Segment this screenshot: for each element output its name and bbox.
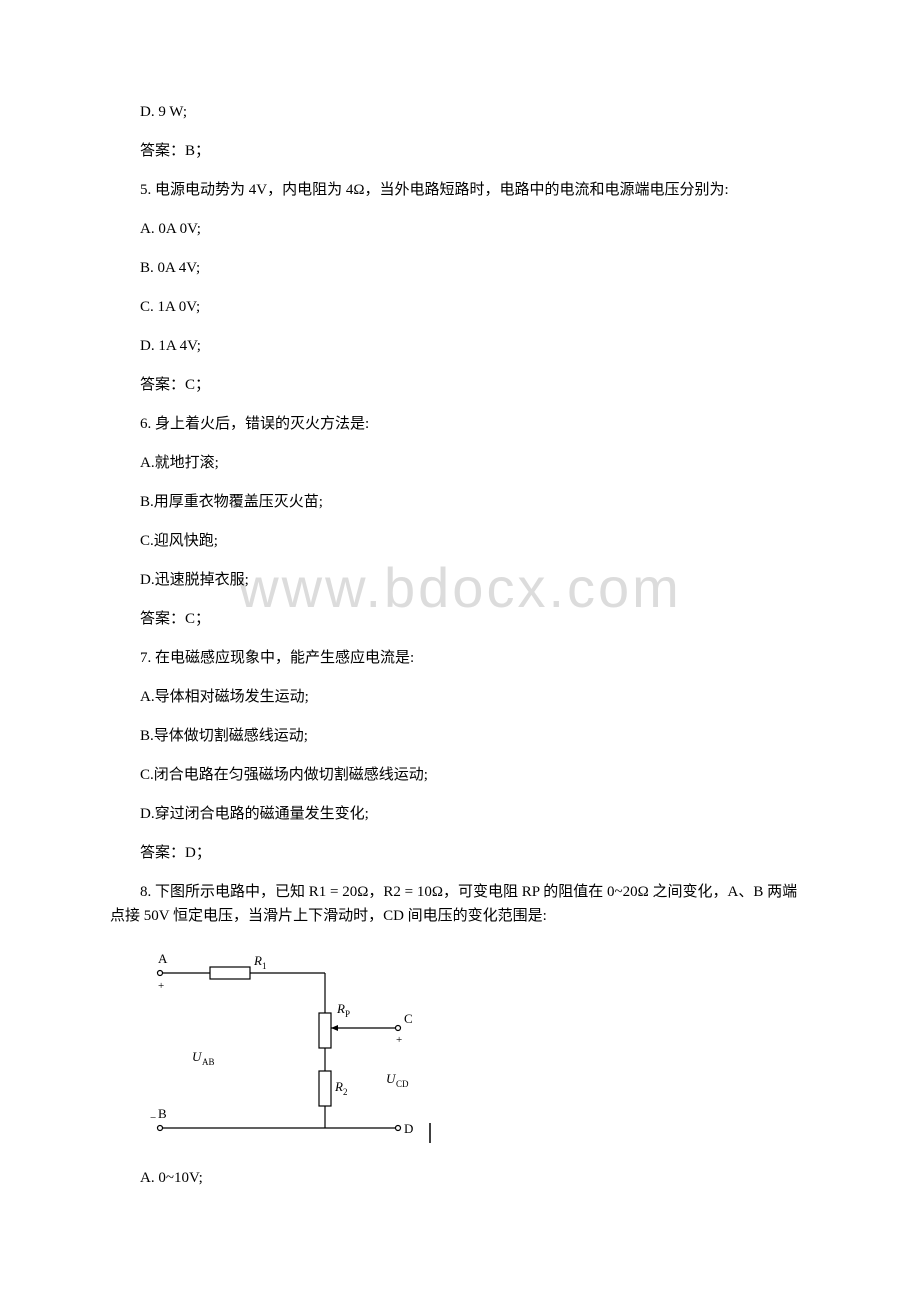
q7-stem: 7. 在电磁感应现象中，能产生感应电流是: <box>110 646 810 670</box>
document-content: D. 9 W; 答案：B； 5. 电源电动势为 4V，内电阻为 4Ω，当外电路短… <box>110 100 810 1190</box>
q7-option-a: A.导体相对磁场发生运动; <box>110 685 810 709</box>
q7-option-c: C.闭合电路在匀强磁场内做切割磁感线运动; <box>110 763 810 787</box>
q5-answer: 答案：C； <box>110 373 810 397</box>
q7-answer: 答案：D； <box>110 841 810 865</box>
svg-text:+: + <box>158 980 164 992</box>
q4-option-d: D. 9 W; <box>110 100 810 124</box>
q5-option-c: C. 1A 0V; <box>110 295 810 319</box>
q5-option-b: B. 0A 4V; <box>110 256 810 280</box>
circuit-label-r2: R <box>334 1079 343 1094</box>
q6-answer: 答案：C； <box>110 607 810 631</box>
svg-text:CD: CD <box>396 1079 409 1089</box>
q5-stem: 5. 电源电动势为 4V，内电阻为 4Ω，当外电路短路时，电路中的电流和电源端电… <box>110 178 810 202</box>
q5-option-d: D. 1A 4V; <box>110 334 810 358</box>
svg-text:1: 1 <box>262 961 267 971</box>
q6-option-a: A.就地打滚; <box>110 451 810 475</box>
q6-option-c: C.迎风快跑; <box>110 529 810 553</box>
q7-option-d: D.穿过闭合电路的磁通量发生变化; <box>110 802 810 826</box>
q4-answer: 答案：B； <box>110 139 810 163</box>
q7-option-b: B.导体做切割磁感线运动; <box>110 724 810 748</box>
svg-text:+: + <box>396 1034 402 1046</box>
svg-text:−: − <box>150 1112 156 1124</box>
circuit-diagram: A + R 1 R P <box>140 943 810 1151</box>
svg-text:AB: AB <box>202 1057 215 1067</box>
q6-stem: 6. 身上着火后，错误的灭火方法是: <box>110 412 810 436</box>
circuit-label-r1: R <box>253 953 262 968</box>
circuit-label-a: A <box>158 951 168 966</box>
circuit-label-b: B <box>158 1106 167 1121</box>
circuit-label-rp: R <box>336 1001 345 1016</box>
q6-option-d: D.迅速脱掉衣服; <box>110 568 810 592</box>
q8-stem: 8. 下图所示电路中，已知 R1 = 20Ω，R2 = 10Ω，可变电阻 RP … <box>110 880 810 928</box>
q6-option-b: B.用厚重衣物覆盖压灭火苗; <box>110 490 810 514</box>
circuit-label-c: C <box>404 1011 413 1026</box>
q8-option-a: A. 0~10V; <box>110 1166 810 1190</box>
q5-option-a: A. 0A 0V; <box>110 217 810 241</box>
svg-text:P: P <box>345 1009 350 1019</box>
svg-text:2: 2 <box>343 1087 348 1097</box>
circuit-label-d: D <box>404 1121 413 1136</box>
